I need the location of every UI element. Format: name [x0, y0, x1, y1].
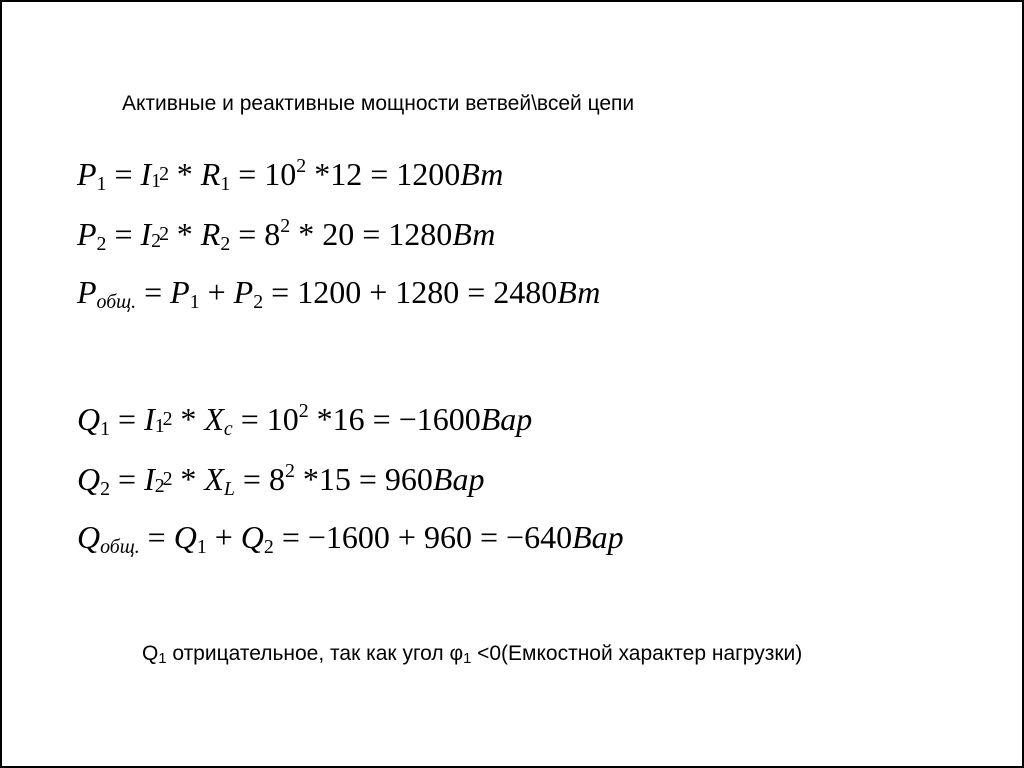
p-equation-block: P1 = I12 * R1 = 102 *12 = 1200Вт P2 = I2… [77, 157, 600, 335]
footnote-text: Q1 отрицательное, так как угол φ1 <0(Емк… [142, 642, 802, 667]
equation-p2: P2 = I22 * R2 = 82 * 20 = 1280Вт [77, 217, 600, 255]
equation-q2: Q2 = I22 * XL = 82 *15 = 960Вар [77, 462, 624, 500]
q-equation-block: Q1 = I12 * Xc = 102 *16 = −1600Вар Q2 = … [77, 402, 624, 580]
equation-qtotal: Qобщ. = Q1 + Q2 = −1600 + 960 = −640Вар [77, 521, 624, 558]
slide-page: Активные и реактивные мощности ветвей\вс… [0, 0, 1024, 768]
equation-p1: P1 = I12 * R1 = 102 *12 = 1200Вт [77, 157, 600, 195]
heading-text: Активные и реактивные мощности ветвей\вс… [122, 92, 634, 116]
equation-q1: Q1 = I12 * Xc = 102 *16 = −1600Вар [77, 402, 624, 440]
equation-ptotal: Pобщ. = P1 + P2 = 1200 + 1280 = 2480Вт [77, 276, 600, 313]
